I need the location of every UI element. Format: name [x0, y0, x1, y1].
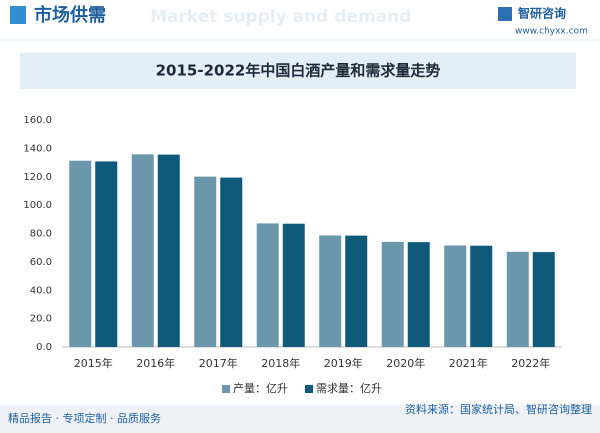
- bar: [407, 242, 430, 347]
- bar: [95, 161, 118, 347]
- legend-swatch: [222, 385, 230, 393]
- x-tick-label: 2015年: [74, 356, 113, 370]
- bar: [532, 252, 555, 347]
- brand: 智研咨询: [517, 6, 566, 21]
- bar: [194, 176, 217, 347]
- bar: [131, 154, 154, 347]
- footer-left: 精品报告 · 专项定制 · 品质服务: [8, 411, 161, 425]
- header-title: 市场供需: [34, 4, 106, 26]
- y-tick-label: 60.0: [30, 257, 52, 268]
- footer-band: [0, 405, 600, 433]
- x-tick-label: 2018年: [261, 356, 300, 370]
- legend-swatch: [305, 385, 313, 393]
- legend-label: 产量：亿升: [233, 381, 288, 395]
- url: www.chyxx.com: [515, 27, 588, 37]
- chart-title: 2015-2022年中国白酒产量和需求量走势: [156, 62, 441, 80]
- x-tick-label: 2017年: [199, 356, 238, 370]
- y-tick-label: 0.0: [36, 342, 52, 353]
- bar: [319, 235, 342, 347]
- title-box: [20, 53, 576, 89]
- y-tick-label: 140.0: [23, 143, 52, 154]
- y-tick-label: 80.0: [30, 229, 52, 240]
- bar: [282, 223, 305, 347]
- footer-right: 资料来源：国家统计局、智研咨询整理: [405, 402, 592, 416]
- x-tick-label: 2021年: [449, 356, 488, 370]
- x-tick-label: 2022年: [511, 356, 550, 370]
- x-tick-label: 2020年: [386, 356, 425, 370]
- y-tick-label: 120.0: [23, 172, 52, 183]
- x-tick-label: 2016年: [136, 356, 175, 370]
- bar: [381, 241, 404, 347]
- y-tick-label: 160.0: [23, 115, 52, 126]
- bar: [470, 245, 493, 347]
- bar: [157, 154, 180, 347]
- bar: [220, 177, 243, 347]
- header-icon: [10, 6, 26, 24]
- bar: [506, 251, 529, 347]
- x-tick-label: 2019年: [324, 356, 363, 370]
- y-tick-label: 20.0: [30, 314, 52, 325]
- bar: [256, 223, 279, 347]
- legend-label: 需求量：亿升: [316, 382, 382, 395]
- logo: [498, 7, 512, 21]
- header-subtitle: Market supply and demand: [150, 7, 411, 27]
- bar: [444, 245, 467, 347]
- bar: [69, 160, 92, 347]
- y-tick-label: 40.0: [30, 285, 52, 296]
- y-tick-label: 100.0: [23, 200, 52, 211]
- bar: [345, 235, 368, 347]
